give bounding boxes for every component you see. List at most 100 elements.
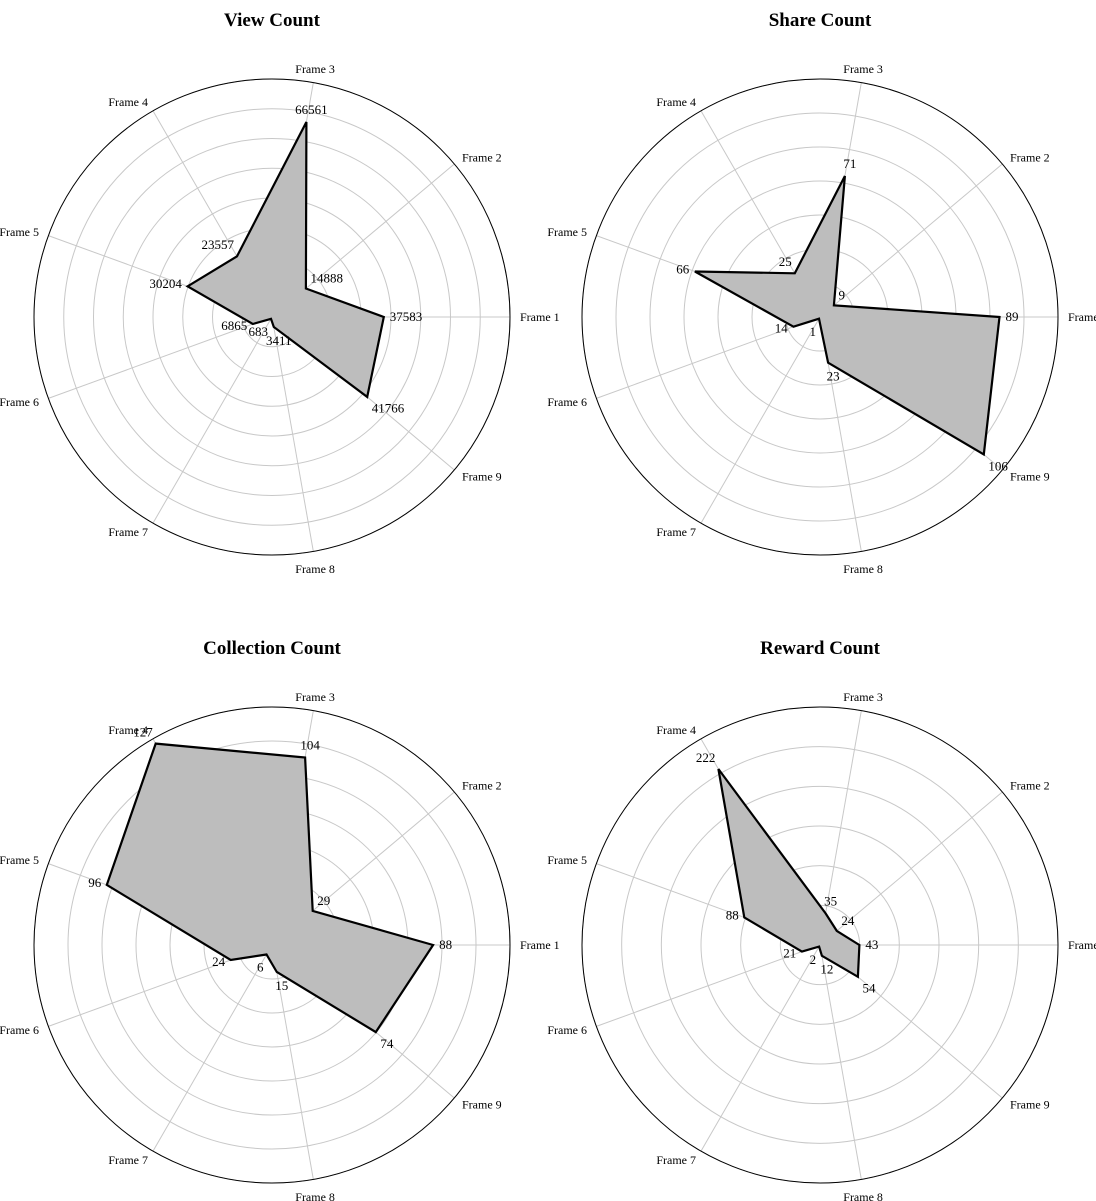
value-label: 71 bbox=[843, 156, 856, 171]
axis-label: Frame 6 bbox=[0, 1023, 39, 1037]
value-label: 25 bbox=[779, 254, 792, 269]
value-label: 29 bbox=[317, 893, 330, 908]
value-label: 6 bbox=[257, 960, 264, 975]
value-label: 104 bbox=[300, 738, 320, 753]
radar-chart-4: Reward Count Frame 1 Frame 2 Frame 3 Frame 4… bbox=[547, 638, 1096, 1201]
axis-label: Frame 7 bbox=[656, 1153, 696, 1167]
value-label: 88 bbox=[726, 907, 739, 922]
axis-label: Frame 8 bbox=[843, 1190, 883, 1201]
axis-label: Frame 6 bbox=[547, 1023, 587, 1037]
radar-chart-1: View Count Frame 1 Frame 2 Frame 3 Frame 4 Fr… bbox=[0, 10, 560, 576]
value-label: 23 bbox=[827, 369, 840, 384]
value-label: 41766 bbox=[372, 401, 405, 416]
outer-ring bbox=[33, 78, 511, 556]
value-label: 24 bbox=[841, 913, 855, 928]
axis-label: Frame 7 bbox=[108, 525, 148, 539]
grid-spoke bbox=[152, 316, 273, 524]
axis-label: Frame 9 bbox=[1010, 1097, 1050, 1111]
value-label: 222 bbox=[696, 750, 716, 765]
value-label: 35 bbox=[824, 894, 837, 909]
radar-chart-2: Share Count Frame 1 Frame 2 Frame 3 Frame 4 F… bbox=[547, 10, 1096, 576]
chart-title: Reward Count bbox=[760, 638, 880, 659]
axis-label: Frame 3 bbox=[843, 690, 883, 704]
value-label: 127 bbox=[133, 724, 153, 739]
value-label: 14888 bbox=[311, 271, 344, 286]
outer-ring bbox=[581, 706, 1059, 1184]
data-series-area bbox=[694, 175, 1001, 457]
axis-label: Frame 2 bbox=[1010, 151, 1050, 165]
axis-label: Frame 3 bbox=[295, 62, 335, 76]
value-label: 43 bbox=[865, 937, 878, 952]
grid-spoke bbox=[596, 316, 821, 399]
grid-spoke bbox=[596, 944, 821, 1027]
value-label: 12 bbox=[820, 962, 833, 977]
value-label: 23557 bbox=[202, 237, 235, 252]
value-label: 30204 bbox=[149, 276, 182, 291]
value-label: 54 bbox=[863, 981, 877, 996]
axis-label: Frame 8 bbox=[295, 1190, 335, 1201]
grid-spoke bbox=[819, 710, 862, 946]
data-series-area bbox=[185, 121, 386, 399]
chart-title: Collection Count bbox=[203, 638, 341, 659]
value-label: 66 bbox=[676, 261, 690, 276]
grid-spoke bbox=[152, 944, 273, 1152]
value-label: 14 bbox=[775, 321, 789, 336]
grid-spoke bbox=[271, 316, 314, 552]
chart-title: Share Count bbox=[769, 10, 872, 31]
axis-label: Frame 8 bbox=[295, 562, 335, 576]
value-label: 3411 bbox=[266, 333, 292, 348]
grid-spoke bbox=[819, 944, 862, 1180]
axis-label: Frame 9 bbox=[462, 1097, 502, 1111]
axis-label: Frame 1 bbox=[520, 938, 560, 952]
value-label: 66561 bbox=[295, 102, 328, 117]
value-label: 1 bbox=[810, 324, 817, 339]
value-label: 89 bbox=[1006, 309, 1019, 324]
value-label: 683 bbox=[249, 324, 269, 339]
axis-label: Frame 1 bbox=[1068, 938, 1096, 952]
axis-label: Frame 5 bbox=[0, 853, 39, 867]
grid-spoke bbox=[48, 316, 273, 399]
value-label: 9 bbox=[839, 288, 846, 303]
value-label: 21 bbox=[783, 946, 796, 961]
axis-label: Frame 4 bbox=[656, 95, 696, 109]
value-label: 106 bbox=[988, 458, 1008, 473]
value-label: 15 bbox=[275, 978, 288, 993]
grid-spoke bbox=[819, 163, 1003, 318]
value-label: 96 bbox=[88, 875, 102, 890]
axis-label: Frame 9 bbox=[1010, 469, 1050, 483]
data-series-area bbox=[105, 742, 435, 1034]
grid-spoke bbox=[700, 316, 821, 524]
axis-label: Frame 4 bbox=[656, 723, 696, 737]
value-label: 37583 bbox=[390, 309, 423, 324]
axis-label: Frame 2 bbox=[462, 151, 502, 165]
axis-label: Frame 1 bbox=[1068, 310, 1096, 324]
axis-label: Frame 3 bbox=[843, 62, 883, 76]
value-label: 88 bbox=[439, 937, 452, 952]
value-label: 2 bbox=[810, 952, 817, 967]
axis-label: Frame 2 bbox=[462, 779, 502, 793]
axis-label: Frame 5 bbox=[547, 225, 587, 239]
axis-label: Frame 8 bbox=[843, 562, 883, 576]
grid-spoke bbox=[271, 944, 314, 1180]
axis-label: Frame 1 bbox=[520, 310, 560, 324]
outer-ring bbox=[581, 78, 1059, 556]
axis-label: Frame 6 bbox=[547, 395, 587, 409]
axis-label: Frame 7 bbox=[108, 1153, 148, 1167]
data-series-area bbox=[717, 768, 861, 979]
axis-label: Frame 9 bbox=[462, 469, 502, 483]
axis-label: Frame 4 bbox=[108, 723, 148, 737]
outer-ring bbox=[33, 706, 511, 1184]
value-label: 24 bbox=[212, 954, 226, 969]
radar-chart-3: Collection Count Frame 1 Frame 2 Frame 3 Fra… bbox=[0, 638, 560, 1201]
axis-label: Frame 6 bbox=[0, 395, 39, 409]
axis-label: Frame 5 bbox=[547, 853, 587, 867]
axis-label: Frame 2 bbox=[1010, 779, 1050, 793]
grid-spoke bbox=[700, 944, 821, 1152]
axis-label: Frame 3 bbox=[295, 690, 335, 704]
grid-spoke bbox=[819, 791, 1003, 946]
axis-label: Frame 4 bbox=[108, 95, 148, 109]
axis-label: Frame 7 bbox=[656, 525, 696, 539]
axis-label: Frame 5 bbox=[0, 225, 39, 239]
chart-title: View Count bbox=[224, 10, 321, 31]
